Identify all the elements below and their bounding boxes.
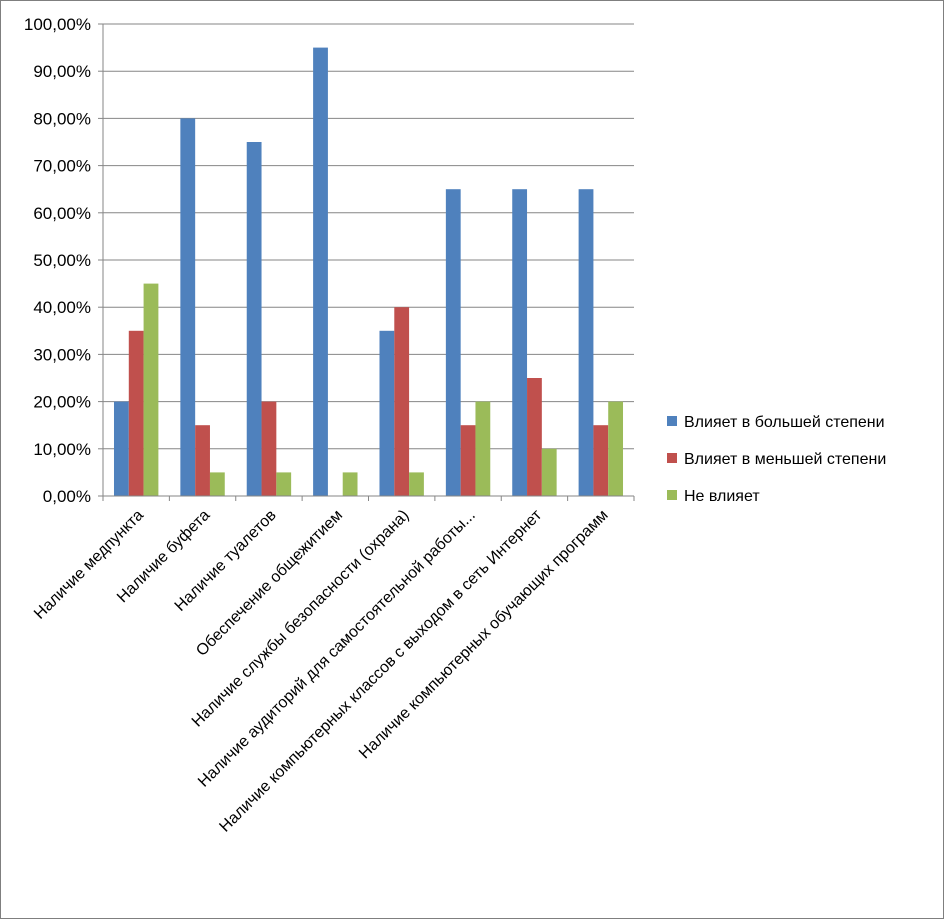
x-category-label: Наличие компьютерных классов с выходом в… — [216, 506, 545, 835]
bar — [113, 401, 129, 496]
bar — [195, 425, 210, 496]
bar — [445, 189, 461, 496]
x-category-label: Наличие медпункта — [31, 507, 147, 623]
bars — [113, 47, 624, 497]
bar — [128, 330, 144, 496]
bar — [276, 472, 292, 496]
legend-swatch — [667, 416, 677, 426]
bar — [593, 425, 609, 496]
legend-label: Влияет в меньшей степени — [684, 451, 886, 468]
legend: Влияет в большей степени Влияет в меньшей… — [667, 414, 886, 505]
y-tick-label: 70,00% — [33, 157, 91, 176]
bar — [409, 472, 424, 496]
legend-swatch — [667, 453, 677, 463]
bar — [578, 189, 594, 496]
y-tick-label: 90,00% — [33, 62, 91, 81]
y-tick-label: 80,00% — [33, 109, 91, 128]
y-tick-label: 0,00% — [43, 487, 91, 506]
y-tick-label: 50,00% — [33, 251, 91, 270]
bar — [209, 472, 225, 496]
bar — [379, 330, 395, 496]
y-tick-label: 10,00% — [33, 440, 91, 459]
legend-swatch — [667, 490, 677, 500]
y-tick-label: 60,00% — [33, 204, 91, 223]
x-category-label: Наличие компьютерных обучающих программ — [356, 507, 612, 763]
y-tick-label: 20,00% — [33, 393, 91, 412]
bar — [475, 401, 491, 496]
bar — [342, 472, 358, 496]
axes — [102, 24, 635, 501]
bar — [527, 378, 542, 496]
legend-label: Влияет в большей степени — [684, 414, 885, 431]
bar — [512, 189, 528, 496]
bar — [394, 307, 410, 496]
bar — [541, 448, 557, 496]
y-tick-label: 100,00% — [24, 15, 91, 34]
bar — [246, 142, 262, 496]
y-axis-tick-labels: 0,00% 10,00% 20,00% 30,00% 40,00% 50,00% 60,00… — [24, 15, 91, 506]
y-tick-label: 40,00% — [33, 298, 91, 317]
bar — [180, 118, 196, 497]
y-tick-label: 30,00% — [33, 345, 91, 364]
gridlines — [98, 23, 634, 497]
bar — [460, 425, 476, 496]
bar — [143, 283, 159, 496]
bar — [313, 47, 328, 496]
bar — [608, 401, 624, 496]
legend-label: Не влияет — [684, 488, 760, 505]
bar — [261, 401, 277, 496]
